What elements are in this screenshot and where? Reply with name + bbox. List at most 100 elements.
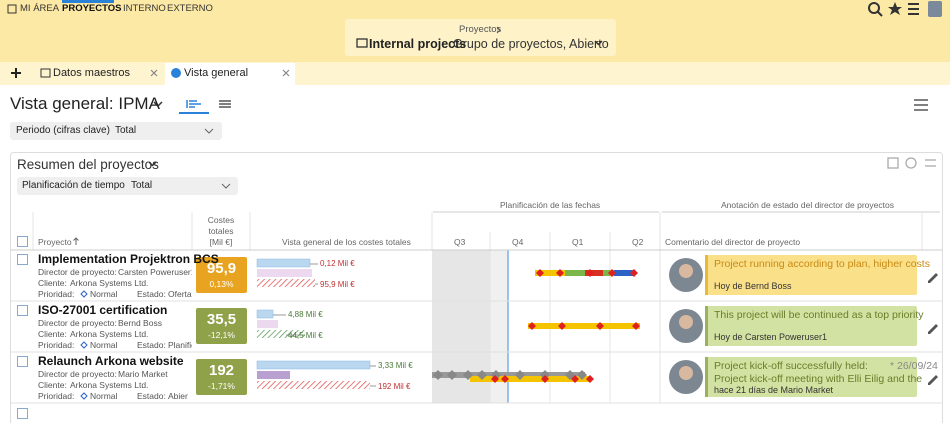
tab[interactable]: Vista general	[184, 67, 249, 79]
field-value: Abier	[168, 391, 188, 401]
cost-deviation: 0,13%	[209, 279, 234, 289]
filter-value[interactable]: Total	[131, 180, 153, 191]
comment-detail: Project kick-off meeting with Elli Eilig…	[714, 373, 923, 385]
avatar-face	[679, 366, 693, 380]
milestone	[586, 269, 594, 277]
project-name[interactable]: ISO-27001 certification	[38, 303, 168, 317]
cost-box	[196, 308, 247, 344]
cost-bar	[256, 360, 371, 370]
cost-bar	[256, 309, 274, 319]
nav-item[interactable]: INTERNO	[123, 3, 166, 14]
milestone	[586, 375, 594, 383]
user-avatar[interactable]	[928, 1, 942, 17]
nav-icon	[7, 4, 17, 14]
field-value: Normal	[90, 391, 118, 401]
comment-box	[705, 306, 917, 346]
field-label: Cliente:	[38, 278, 67, 288]
edit-icon[interactable]	[928, 324, 938, 334]
field-label: Director de proyecto:	[38, 267, 117, 277]
dropdown-icon	[153, 101, 163, 108]
comment-author: Hoy de Carsten Poweruser1	[714, 332, 828, 342]
cost-bar	[257, 330, 305, 338]
field-value: Normal	[90, 340, 118, 350]
field-label: Estado:	[137, 289, 166, 299]
milestone	[571, 375, 579, 383]
gantt-bar	[470, 376, 590, 382]
comment-text: Project kick-off successfully held:	[714, 360, 868, 372]
cost-deviation: -1,71%	[208, 381, 235, 391]
breadcrumb: Proyectos	[459, 24, 502, 35]
sort-icon	[73, 237, 79, 245]
field-label: Estado:	[137, 340, 166, 350]
cost-box	[196, 359, 247, 395]
column-header: Proyecto	[38, 237, 72, 247]
cost-bar	[257, 269, 312, 277]
field-label: Director de proyecto:	[38, 318, 117, 328]
search-icon[interactable]	[868, 2, 883, 17]
active-indicator	[62, 0, 114, 3]
comment-box	[705, 357, 917, 397]
settings-icon[interactable]	[914, 99, 928, 111]
field-label: Cliente:	[38, 380, 67, 390]
comment-accent	[705, 357, 708, 397]
milestone	[463, 370, 473, 380]
tab[interactable]: Datos maestros	[53, 67, 131, 79]
column-header: Costes	[207, 215, 235, 225]
cost-bar	[257, 371, 290, 379]
filter-box	[10, 122, 222, 140]
field-value: Mario Market	[118, 369, 168, 379]
menu-icon[interactable]	[908, 3, 919, 15]
filter-label: Periodo (cifras clave)	[16, 125, 110, 136]
edit-icon[interactable]	[928, 273, 938, 283]
edit-icon[interactable]	[928, 375, 938, 385]
milestone	[433, 370, 443, 380]
milestone	[536, 269, 544, 277]
context-title: Internal projects	[369, 37, 467, 51]
cost-bar	[256, 258, 311, 268]
context-icon	[356, 38, 368, 48]
cost-box	[196, 257, 247, 293]
milestone	[528, 322, 536, 330]
context-box	[345, 19, 616, 56]
project-name[interactable]: Relaunch Arkona website	[38, 354, 184, 368]
comment-accent	[705, 255, 708, 295]
view-icon	[186, 100, 201, 108]
checkbox[interactable]	[17, 408, 28, 419]
comment-date: * 26/09/24	[890, 360, 938, 372]
field-value: Arkona Systems Ltd.	[70, 380, 149, 390]
panel-tools[interactable]	[887, 157, 936, 169]
field-label: Estado:	[137, 391, 166, 401]
project-name[interactable]: Implementation Projektron BCS	[38, 252, 219, 266]
checkbox[interactable]	[17, 356, 28, 367]
priority-icon	[80, 341, 88, 349]
nav-item[interactable]: PROYECTOS	[62, 3, 122, 14]
milestone	[501, 375, 509, 383]
nav-item[interactable]: MI ÁREA	[20, 3, 60, 14]
add-icon[interactable]	[11, 68, 21, 78]
gantt-bar	[528, 323, 640, 329]
milestone	[558, 322, 566, 330]
field-value: Bernd Boss	[118, 318, 162, 328]
checkbox[interactable]	[17, 254, 28, 265]
field-value: Oferta	[168, 289, 192, 299]
close-icon[interactable]	[150, 69, 290, 77]
cost-value: 192	[208, 362, 235, 379]
comment-box	[705, 255, 917, 295]
checkbox[interactable]	[17, 305, 28, 316]
avatar-face	[679, 315, 693, 329]
milestone	[491, 375, 499, 383]
milestone	[630, 269, 638, 277]
checkbox[interactable]	[17, 236, 28, 247]
avatar-face	[679, 264, 693, 278]
dropdown-icon	[148, 161, 157, 167]
filter-label: Planificación de tiempo	[22, 180, 125, 191]
milestone	[596, 322, 604, 330]
field-value: Planificac	[168, 340, 192, 350]
cost-bar	[257, 279, 315, 287]
dropdown-icon	[204, 128, 214, 134]
nav-item[interactable]: EXTERNO	[167, 3, 213, 14]
filter-value[interactable]: Total	[115, 125, 137, 136]
past-shade	[490, 250, 508, 403]
star-icon[interactable]	[888, 2, 902, 15]
column-header: [Mil €]	[209, 237, 233, 247]
